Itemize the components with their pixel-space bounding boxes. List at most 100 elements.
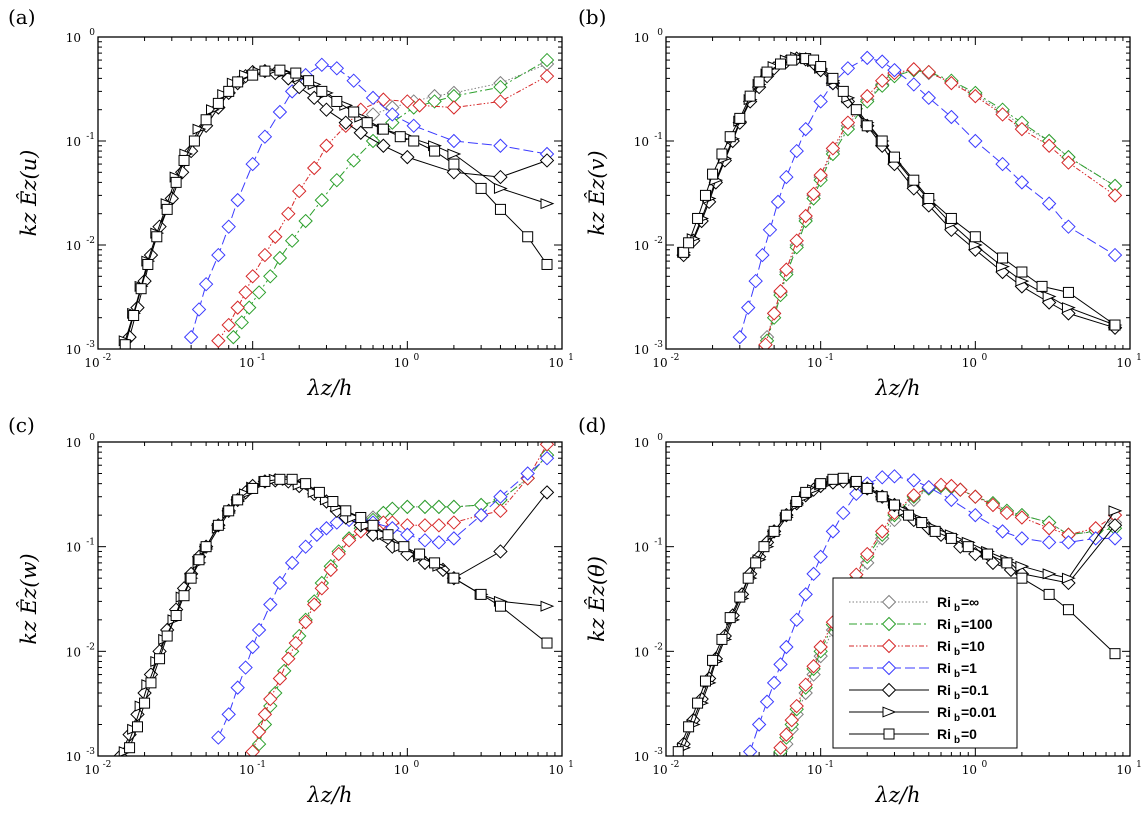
- diamond-marker: [773, 283, 788, 299]
- triangle-marker: [1042, 290, 1057, 303]
- square-marker: [188, 135, 200, 147]
- diamond-marker: [298, 213, 313, 229]
- legend-entry: Ri b =1: [849, 660, 977, 680]
- square-marker: [1109, 319, 1121, 331]
- series-Rib=100: [226, 52, 555, 345]
- x-axis-label: λz/h: [875, 376, 921, 400]
- diamond-marker: [875, 524, 890, 539]
- diamond-marker: [400, 499, 415, 515]
- square-marker: [1016, 572, 1028, 584]
- diamond-marker: [1107, 518, 1123, 533]
- diamond-marker: [1041, 521, 1057, 536]
- square-marker: [969, 231, 981, 243]
- diamond-marker: [385, 501, 400, 517]
- diamond-marker: [759, 694, 775, 709]
- panel-label: (c): [8, 413, 35, 437]
- diamond-marker: [1041, 196, 1057, 211]
- diamond-marker: [836, 505, 851, 521]
- x-tick-exponent: -1: [825, 353, 834, 363]
- axis-ticks: [97, 442, 562, 757]
- diamond-marker: [341, 533, 357, 548]
- diamond-marker: [493, 79, 508, 95]
- triangle-marker: [192, 123, 207, 135]
- x-tick-label: 10: [394, 356, 409, 370]
- diamond-marker: [968, 88, 983, 104]
- diamond-marker: [762, 222, 778, 238]
- chart-panel-d: 10 -2 10 -1 10 0 10 110 -310 -210 -110 0(d)λz/hkz Ê…: [578, 413, 1142, 807]
- legend-value: =0.1: [961, 682, 989, 698]
- diamond-marker: [245, 639, 260, 655]
- diamond-marker: [257, 707, 273, 722]
- square-marker: [494, 203, 506, 215]
- legend-label: Ri: [937, 594, 951, 610]
- square-marker: [131, 721, 143, 733]
- square-marker: [692, 697, 704, 709]
- square-marker: [945, 532, 957, 544]
- diamond-marker: [784, 712, 799, 728]
- square-marker: [707, 654, 719, 666]
- plot-area: [113, 442, 555, 756]
- square-marker: [888, 499, 900, 511]
- square-marker: [327, 496, 339, 508]
- square-marker: [837, 472, 849, 484]
- diamond-marker: [849, 486, 864, 502]
- diamond-marker: [798, 208, 813, 224]
- series-Rib=10: [211, 68, 555, 348]
- series-Rib=0: [119, 64, 553, 349]
- y-tick-label: 10: [634, 750, 649, 764]
- square-marker: [398, 541, 410, 553]
- x-tick-exponent: 1: [1136, 760, 1142, 770]
- diamond-marker: [281, 206, 296, 221]
- square-marker: [124, 742, 136, 754]
- diamond-marker: [887, 62, 902, 78]
- diamond-marker: [732, 329, 748, 345]
- diamond-marker: [840, 61, 856, 76]
- square-marker: [541, 258, 553, 270]
- square-marker: [247, 69, 259, 81]
- diamond-marker: [813, 94, 828, 109]
- y-tick-exponent: -3: [86, 340, 95, 350]
- chart-panel-a: 10 -2 10 -1 10 0 10 110 -310 -210 -110 0(a)λz/hkz Ê…: [8, 5, 574, 400]
- y-tick-label: 10: [66, 31, 81, 45]
- square-marker: [678, 246, 690, 258]
- square-marker: [367, 519, 379, 531]
- diamond-marker: [353, 125, 368, 140]
- square-marker: [724, 612, 736, 624]
- diamond-marker: [840, 115, 856, 130]
- x-tick-exponent: 1: [568, 353, 574, 363]
- diamond-marker: [284, 233, 300, 248]
- diamond-marker: [221, 219, 236, 234]
- square-marker: [753, 76, 765, 88]
- square-marker: [692, 212, 704, 224]
- diamond-marker: [238, 285, 253, 300]
- legend-entry: Ri b =0.1: [849, 682, 989, 702]
- legend-label: Ri: [937, 616, 951, 632]
- series-line: [124, 69, 548, 345]
- diamond-marker: [995, 524, 1010, 539]
- diamond-marker: [779, 262, 794, 277]
- x-tick-label: 10: [548, 356, 563, 370]
- square-marker: [837, 85, 849, 97]
- diamond-marker: [1107, 188, 1123, 203]
- square-marker: [448, 572, 460, 584]
- x-tick-exponent: -1: [257, 353, 266, 363]
- x-tick-exponent: -1: [257, 760, 266, 770]
- panel-label: (b): [578, 5, 606, 29]
- x-axis-label: λz/h: [307, 783, 353, 807]
- square-marker: [699, 189, 711, 201]
- diamond-marker: [751, 717, 767, 732]
- diamond-marker: [766, 306, 782, 321]
- x-tick-exponent: -2: [103, 353, 112, 363]
- y-tick-exponent: -2: [654, 642, 663, 652]
- diamond-marker: [242, 300, 257, 315]
- diamond-marker: [944, 109, 959, 125]
- diamond-marker: [1014, 121, 1030, 137]
- square-marker: [742, 572, 754, 584]
- triangle-marker: [1108, 505, 1123, 517]
- diamond-marker: [314, 57, 330, 73]
- diamond-marker: [245, 156, 260, 172]
- square-marker: [724, 131, 736, 143]
- square-marker: [119, 339, 131, 349]
- square-marker: [541, 637, 553, 649]
